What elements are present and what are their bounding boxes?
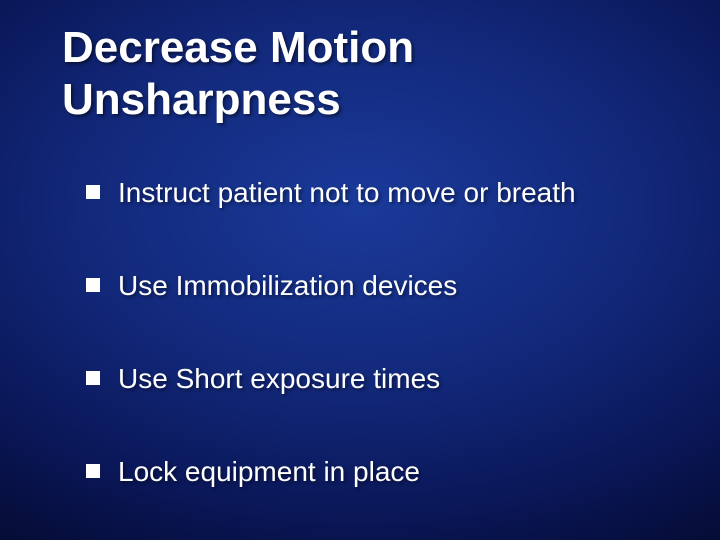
bullet-text: Lock equipment in place [118, 454, 680, 489]
bullet-text: Instruct patient not to move or breath [118, 175, 680, 210]
square-bullet-icon [86, 464, 100, 478]
bullet-text: Use Short exposure times [118, 361, 680, 396]
list-item: Use Short exposure times [86, 361, 680, 396]
square-bullet-icon [86, 278, 100, 292]
slide-title: Decrease Motion Unsharpness [62, 22, 680, 126]
bullet-text: Use Immobilization devices [118, 268, 680, 303]
list-item: Instruct patient not to move or breath [86, 175, 680, 210]
list-item: Lock equipment in place [86, 454, 680, 489]
square-bullet-icon [86, 185, 100, 199]
bullet-list: Instruct patient not to move or breath U… [86, 175, 680, 489]
square-bullet-icon [86, 371, 100, 385]
slide: Decrease Motion Unsharpness Instruct pat… [0, 0, 720, 540]
list-item: Use Immobilization devices [86, 268, 680, 303]
